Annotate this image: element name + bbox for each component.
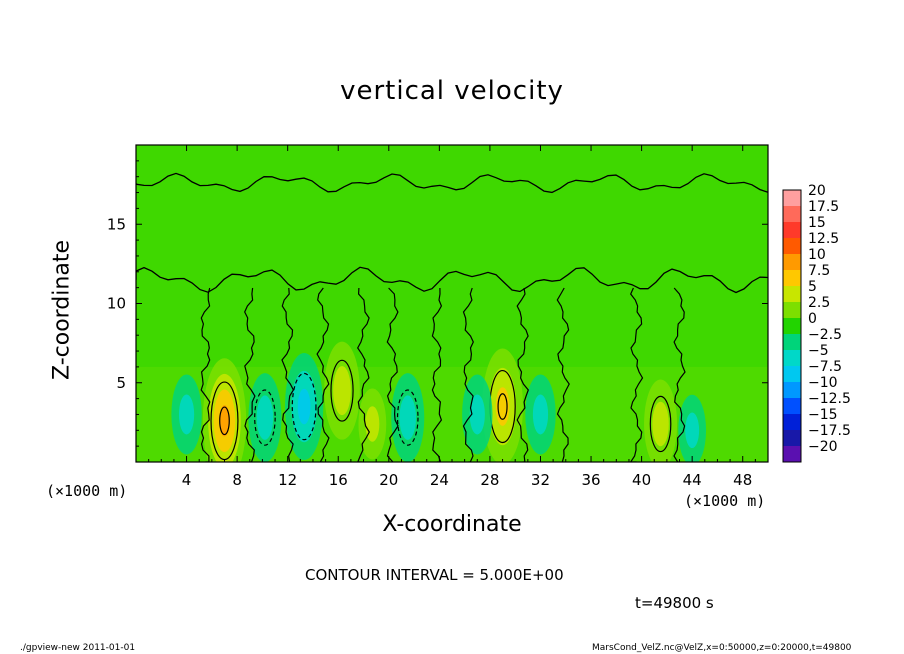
x-axis-unit-left: (×1000 m) [46,482,128,500]
x-tick-label: 44 [683,471,702,489]
contour-line-1 [330,359,354,422]
colorbar-swatch-13 [783,398,801,415]
colorbar-swatch-9 [783,334,801,351]
x-tick-label: 20 [379,471,398,489]
colorbar-label: −5 [808,343,829,359]
downdraft-cell-5-ring-1 [178,394,195,435]
colorbar-swatch-6 [783,286,801,303]
x-tick-label: 16 [329,471,348,489]
colorbar-label: 17.5 [808,199,839,215]
colorbar-frame [782,189,802,463]
heatmap-cells [136,172,768,462]
colorbar-label: −15 [808,407,838,423]
x-tick-label: 48 [733,471,752,489]
colorbar-swatch-7 [783,302,801,319]
zero-contour-1 [136,266,768,294]
colorbar-swatch-0 [783,190,801,207]
x-axis-label-text: X-coordinate [382,512,522,537]
downdraft-cell-8-ring-1 [399,395,417,440]
colorbar-swatch-2 [783,222,801,239]
x-axis-label: X-coordinate [0,512,904,537]
downdraft-cell-11-ring-1 [685,412,700,449]
colorbar-swatch-15 [783,430,801,447]
colorbar-swatch-10 [783,350,801,367]
zero-contour-vertical-0 [200,287,211,462]
y-tick-label: 15 [107,215,126,233]
colorbar-label: −2.5 [808,327,842,343]
zero-contour-vertical-7 [462,287,474,462]
colorbar-label: 7.5 [808,263,830,279]
colorbar-swatch-1 [783,206,801,223]
colorbar-label: −12.5 [808,391,851,407]
contour-line-3 [649,395,672,453]
downdraft-cell-9-ring-1 [469,394,485,435]
footer-left: ./gpview-new 2011-01-01 [20,643,136,653]
colorbar-label: 12.5 [808,231,839,247]
colorbar-label: 5 [808,279,817,295]
downdraft-cell-6-ring-1 [256,395,274,440]
x-tick-label: 12 [278,471,297,489]
zero-contour-vertical-6 [431,287,443,462]
colorbar-swatch-11 [783,366,801,383]
colorbar-label: 0 [808,311,817,327]
colorbar-swatch-12 [783,382,801,399]
x-axis-unit-right: (×1000 m) [684,492,766,510]
x-tick-label: 28 [480,471,499,489]
colorbar-label: 10 [808,247,826,263]
y-tick-label: 5 [116,374,126,392]
y-tick-label: 10 [107,295,126,313]
zero-contour-vertical-1 [244,287,256,462]
downdraft-cell-7-ring-2 [297,388,311,425]
contour-line-7 [291,372,317,441]
colorbar-label: 15 [808,215,826,231]
contour-line-8 [396,389,419,446]
zero-contour-vertical-2 [281,287,295,462]
x-tick-label: 36 [581,471,600,489]
zero-contour-vertical-5 [386,287,399,462]
x-tick-label: 4 [182,471,192,489]
colorbar-swatch-5 [783,270,801,287]
x-tick-label: 40 [632,471,651,489]
colorbar-label: 20 [808,183,826,199]
downdraft-cell-10-ring-1 [532,394,549,435]
zero-contour-vertical-11 [673,287,686,462]
contour-line-6 [254,389,276,446]
colorbar-label: 2.5 [808,295,830,311]
x-tick-label: 8 [232,471,242,489]
updraft-cell-1-ring-1 [333,366,351,416]
colorbar-label: −7.5 [808,359,842,375]
updraft-cell-0-ring-3 [219,405,230,437]
zero-contour-vertical-8 [516,287,529,462]
zero-contour-0 [136,172,768,194]
colorbar-swatch-16 [783,446,801,463]
y-axis-label: Z-coordinate [49,240,75,380]
x-tick-label: 32 [531,471,550,489]
zero-contour-vertical-3 [316,287,330,462]
colorbar-swatch-3 [783,238,801,255]
time-stamp: t=49800 s [635,594,714,612]
footer-right: MarsCond_VelZ.nc@VelZ,x=0:50000,z=0:2000… [592,643,852,653]
contour-inner-2 [497,393,508,420]
x-tick-label: 24 [430,471,449,489]
updraft-cell-3-ring-1 [652,401,669,447]
colorbar-label: −10 [808,375,838,391]
colorbar-swatch-14 [783,414,801,431]
zero-contour-vertical-10 [629,287,644,462]
colorbar-label: −20 [808,439,838,455]
colorbar-swatch-4 [783,254,801,271]
colorbar-swatch-8 [783,318,801,335]
colorbar-label: −17.5 [808,423,851,439]
chart-title: vertical velocity [340,76,564,106]
contour-inner-0 [219,406,230,436]
zero-contour-vertical-9 [556,287,570,462]
contour-interval-note: CONTOUR INTERVAL = 5.000E+00 [305,566,564,584]
zero-contour-vertical-4 [356,287,370,462]
